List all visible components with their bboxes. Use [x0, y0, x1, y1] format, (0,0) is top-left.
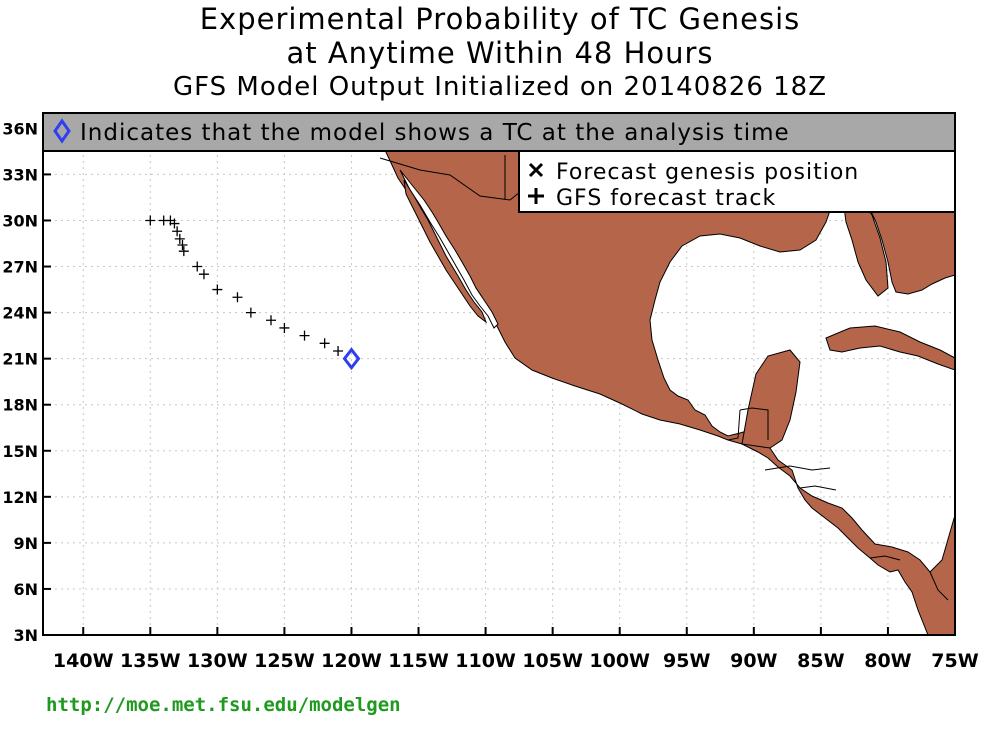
y-tick-label: 15N: [2, 442, 38, 461]
track-point: [145, 215, 156, 226]
y-tick-label: 30N: [2, 211, 38, 230]
x-tick-label: 125W: [254, 650, 315, 672]
track-point: [299, 330, 310, 341]
x-tick-label: 95W: [663, 650, 710, 672]
tc-diamond: [342, 347, 361, 371]
x-tick-label: 75W: [931, 650, 978, 672]
source-url: http://moe.met.fsu.edu/modelgen: [46, 694, 401, 716]
track-point: [178, 246, 189, 257]
diamond-icon: [53, 118, 71, 144]
track-point: [177, 240, 188, 251]
analysis-tc-marker: [342, 347, 361, 371]
y-tick-label: 36N: [2, 119, 38, 138]
x-tick-label: 80W: [864, 650, 911, 672]
track-point: [198, 269, 209, 280]
y-tick-label: 3N: [13, 626, 38, 645]
track-point: [333, 345, 344, 356]
banner-text: Indicates that the model shows a TC at t…: [80, 120, 790, 146]
x-tick-label: 100W: [589, 650, 650, 672]
y-axis: 3N 6N 9N 12N 15N 18N 21N 24N 27N 30N 33N 36N: [2, 119, 51, 645]
x-tick-label: 115W: [388, 650, 449, 672]
legend-label-genesis: Forecast genesis position: [556, 160, 859, 185]
x-axis: 140W 135W 130W 125W 120W 115W 110W 105W 100W 95W 9…: [53, 627, 979, 672]
title-line-1: Experimental Probability of TC Genesis: [199, 2, 801, 36]
track-point: [174, 233, 185, 244]
x-tick-label: 140W: [53, 650, 114, 672]
y-tick-label: 24N: [2, 304, 38, 323]
y-tick-label: 27N: [2, 258, 38, 277]
cuba-island: [825, 325, 955, 371]
x-tick-label: 90W: [730, 650, 777, 672]
y-tick-label: 9N: [13, 534, 38, 553]
x-tick-label: 135W: [120, 650, 181, 672]
y-tick-label: 33N: [2, 165, 38, 184]
north-america-landmass: [384, 149, 955, 635]
title-line-3: GFS Model Output Initialized on 20140826…: [172, 72, 828, 102]
y-tick-label: 18N: [2, 396, 38, 415]
track-point: [212, 284, 223, 295]
x-tick-label: 130W: [187, 650, 248, 672]
x-tick-label: 85W: [797, 650, 844, 672]
y-tick-label: 12N: [2, 488, 38, 507]
track-point: [172, 226, 183, 237]
x-mark-icon: [528, 162, 544, 178]
baja-peninsula-land: [403, 179, 488, 324]
analysis-banner: Indicates that the model shows a TC at t…: [42, 112, 956, 152]
legend-label-track: GFS forecast track: [556, 186, 776, 211]
y-tick-label: 21N: [2, 350, 38, 369]
track-point: [319, 338, 330, 349]
track-point: [232, 292, 243, 303]
track-point: [192, 261, 203, 272]
x-tick-label: 105W: [522, 650, 583, 672]
track-point: [245, 307, 256, 318]
baja-california: [399, 169, 499, 329]
x-tick-label: 110W: [455, 650, 516, 672]
track-point: [266, 315, 276, 326]
track-point: [169, 218, 180, 229]
title-line-2: at Anytime Within 48 Hours: [286, 36, 714, 70]
country-borders: [379, 155, 949, 601]
x-tick-label: 120W: [321, 650, 382, 672]
y-tick-label: 6N: [13, 580, 38, 599]
forecast-track: [145, 215, 344, 356]
legend-box: Forecast genesis position GFS forecast t…: [518, 150, 956, 213]
yucatan-peninsula: [741, 349, 801, 449]
track-point: [279, 322, 290, 333]
plus-mark-icon: [528, 188, 544, 204]
land-layer: [384, 149, 955, 635]
